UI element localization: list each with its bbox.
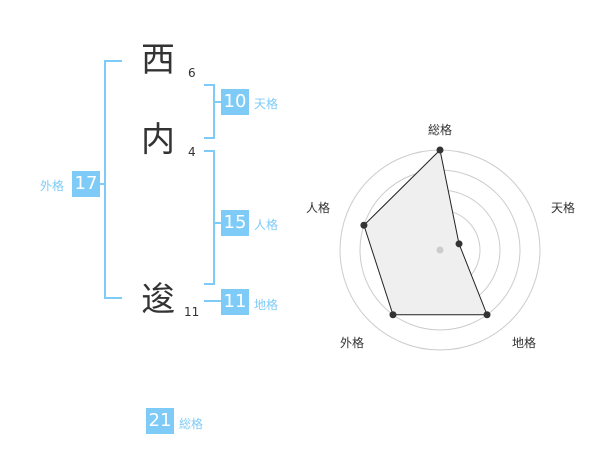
chikaku-label: 地格 (254, 298, 279, 312)
stroke-count-2: 4 (188, 145, 196, 159)
bracket-line (204, 300, 221, 302)
tenkaku-label: 天格 (254, 97, 279, 111)
soukaku-value: 21 (146, 408, 174, 434)
radar-point (455, 240, 463, 248)
bracket-line (204, 150, 214, 152)
bracket-line (213, 101, 221, 103)
axis-label-soukaku: 総格 (428, 122, 452, 137)
tenkaku-bracket (213, 84, 215, 139)
gaikaku-bracket (104, 60, 106, 299)
jinkaku-value: 15 (221, 210, 249, 236)
soukaku-label: 総格 (179, 417, 204, 431)
bracket-line (98, 183, 106, 185)
radar-point (360, 221, 368, 229)
bracket-line (204, 137, 214, 139)
radar-area (363, 148, 488, 316)
name-char-2: 内 (141, 120, 175, 160)
axis-label-tenkaku: 天格 (551, 200, 575, 215)
bracket-line (213, 222, 221, 224)
bracket-line (104, 297, 122, 299)
axis-label-jinkaku: 人格 (306, 200, 330, 215)
stroke-count-1: 6 (188, 66, 196, 80)
tenkaku-value: 10 (221, 89, 249, 115)
jinkaku-bracket (213, 150, 215, 285)
name-char-3: 逡 (141, 280, 175, 320)
radar-point (389, 311, 397, 319)
bracket-line (204, 283, 214, 285)
axis-label-chikaku: 地格 (512, 335, 536, 350)
chikaku-value: 11 (221, 289, 249, 315)
gaikaku-value: 17 (72, 171, 100, 197)
radar-point (483, 311, 491, 319)
bracket-line (204, 84, 214, 86)
stroke-count-3: 11 (184, 305, 200, 319)
radar-point (436, 146, 444, 154)
bracket-line (104, 60, 122, 62)
name-char-1: 西 (141, 40, 175, 80)
axis-label-gaikaku: 外格 (340, 335, 364, 350)
jinkaku-label: 人格 (254, 218, 279, 232)
radar-center (436, 246, 444, 254)
gaikaku-label: 外格 (40, 179, 65, 193)
